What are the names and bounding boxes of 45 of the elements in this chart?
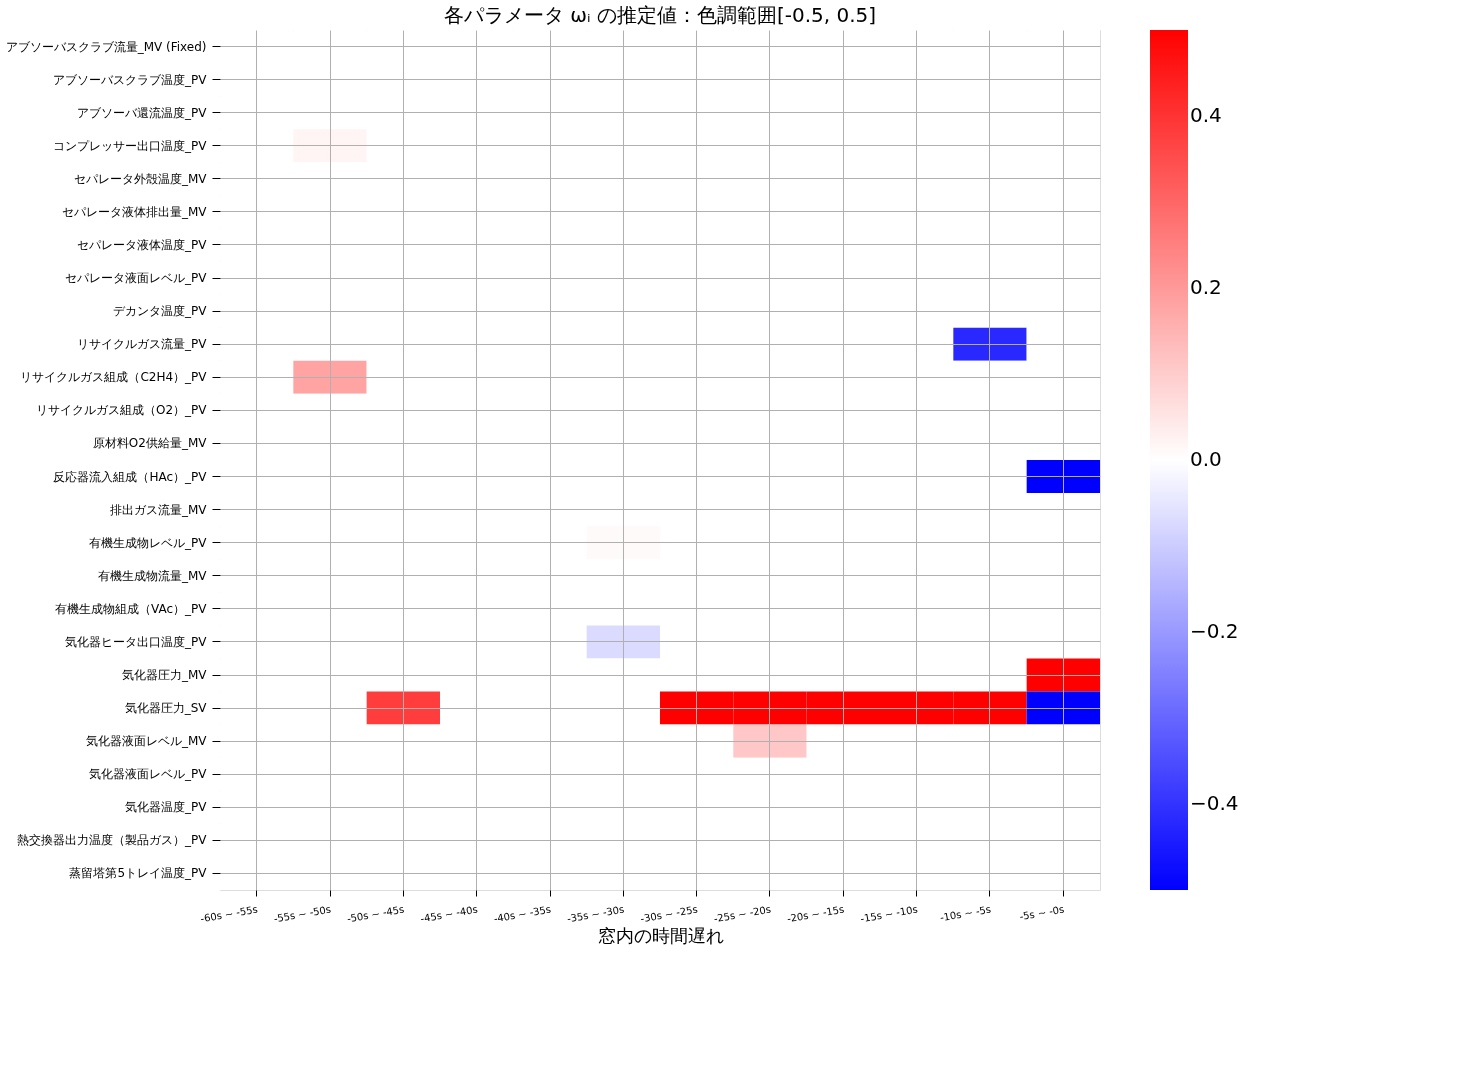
x-tick-label: -50s ~ -45s [346,903,406,925]
y-tick-label: セパレータ液体温度_PV [77,238,208,252]
y-tick-label: セパレータ外殻温度_MV [73,171,208,186]
x-tick-label: -40s ~ -35s [492,903,552,925]
chart-title: 各パラメータ ωᵢ の推定値：色調範囲[-0.5, 0.5] [443,3,877,27]
y-tick-label: 反応器流入組成（HAc）_PV [53,469,208,484]
color-bar-label: −0.2 [1190,619,1239,643]
y-tick-label: リサイクルガス流量_PV [77,337,208,352]
x-tick-label: -45s ~ -40s [419,903,479,925]
color-bar-label: 0.0 [1190,447,1222,471]
y-tick-label: リサイクルガス組成（O2）_PV [35,403,208,418]
x-tick-label: -60s ~ -55s [199,903,259,925]
y-tick-label: 排出ガス流量_MV [109,502,208,517]
y-tick-label: 気化器圧力_MV [121,668,208,682]
y-tick-label: 原材料O2供給量_MV [92,436,208,451]
y-tick-label: 気化器圧力_SV [124,701,208,716]
x-axis-title: 窓内の時間遅れ [597,925,724,947]
y-tick-label: リサイクルガス組成（C2H4）_PV [20,370,208,385]
y-tick-label: アブソーバ還流温度_PV [77,105,208,120]
y-tick-label: セパレータ液面レベル_PV [65,271,208,286]
y-tick-label: 気化器温度_PV [125,800,208,815]
x-tick-label: -15s ~ -10s [859,903,919,925]
y-tick-label: セパレータ液体排出量_MV [61,204,208,219]
y-tick-label: 有機生成物レベル_PV [89,535,208,550]
y-tick-label: デカンタ温度_PV [113,304,208,319]
y-tick-label: アブソーバスクラブ流量_MV (Fixed) [5,39,207,54]
x-tick-label: -30s ~ -25s [639,903,699,925]
y-tick-label: コンプレッサー出口温度_PV [53,138,208,153]
y-tick-label: 蒸留塔第5トレイ温度_PV [69,866,208,881]
x-tick-label: -25s ~ -20s [712,903,772,925]
y-tick-label: 熱交換器出力温度（製品ガス）_PV [17,833,208,848]
y-tick-label: 気化器液面レベル_PV [89,767,208,782]
y-tick-label: 気化器液面レベル_MV [85,734,208,749]
color-bar-label: 0.2 [1190,275,1222,299]
x-tick-label: -5s ~ -0s [1018,903,1066,923]
y-tick-label: アブソーバスクラブ温度_PV [53,72,208,87]
y-tick-label: 気化器ヒータ出口温度_PV [65,634,208,649]
x-tick-label: -20s ~ -15s [786,903,846,925]
color-bar-label: 0.4 [1190,103,1222,127]
color-bar-label: −0.4 [1190,791,1239,815]
x-tick-label: -10s ~ -5s [939,903,992,924]
y-tick-label: 有機生成物組成（VAc）_PV [55,601,208,616]
x-tick-label: -55s ~ -50s [272,903,332,925]
y-tick-label: 有機生成物流量_MV [97,568,208,583]
x-tick-label: -35s ~ -30s [566,903,626,925]
